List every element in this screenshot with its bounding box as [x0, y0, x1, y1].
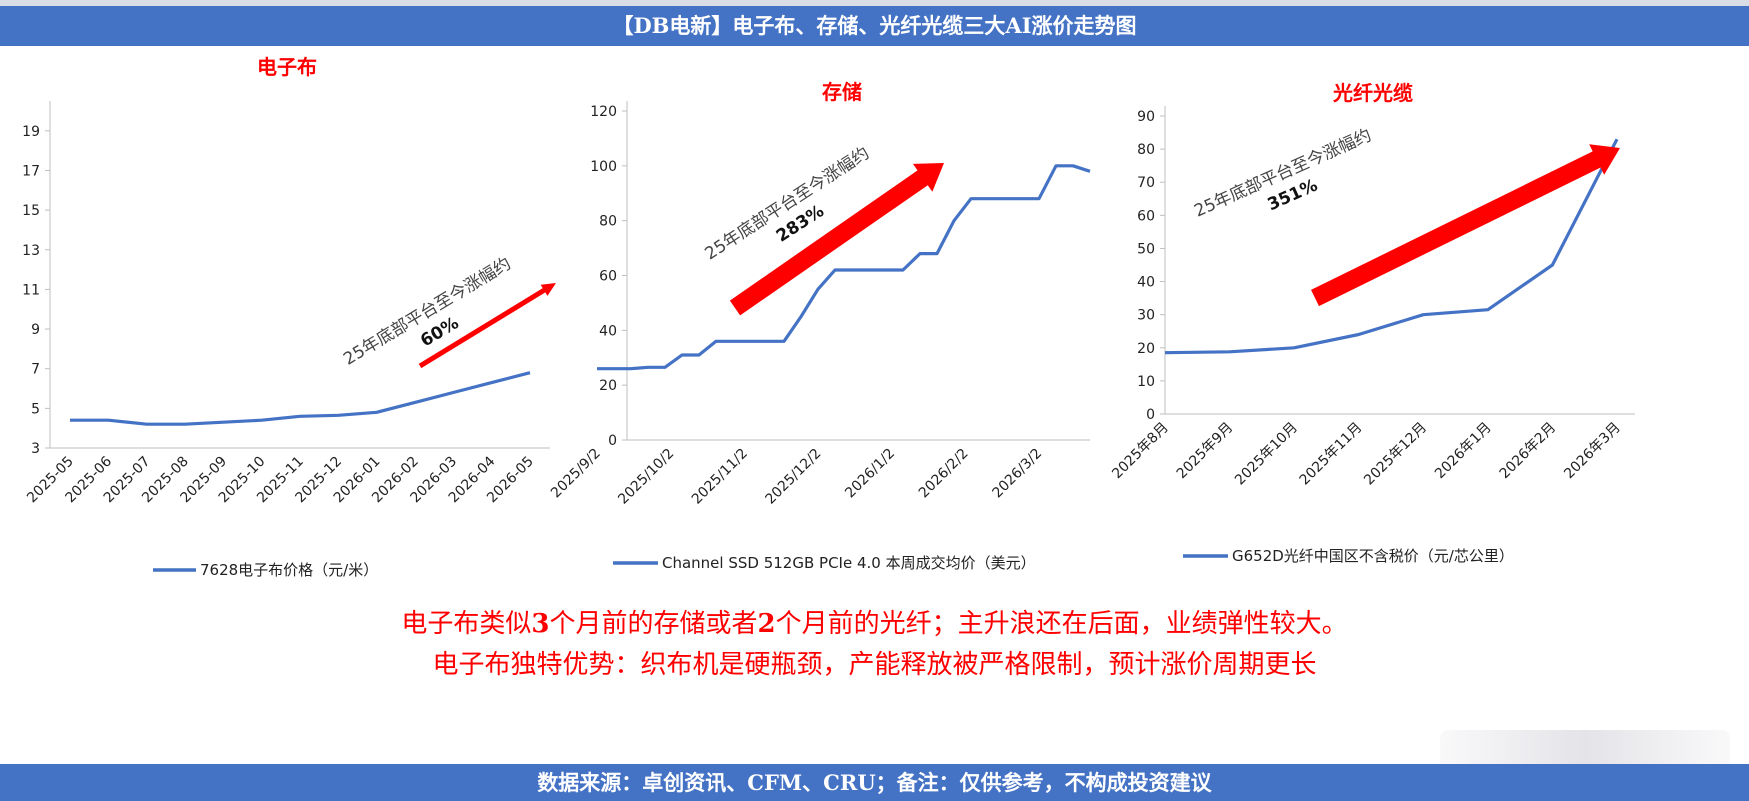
chart-electronic-cloth: 电子布 3 5 7 9 11 13 15 17 19 2025-05 2025-06 2025-07 20… [0, 48, 570, 598]
y-tick-label: 3 [31, 441, 40, 457]
footer-source: 数据来源：卓创资讯、CFM、CRU；备注：仅供参考，不构成投资建议 [0, 764, 1749, 801]
y-tick-label: 40 [1137, 275, 1155, 291]
y-tick-label: 40 [599, 323, 617, 339]
note1-part-d: 2 [757, 609, 776, 639]
series-line [1164, 138, 1619, 355]
note1-part-a: 电子布类似 [401, 609, 532, 639]
x-tick-label: 2025年12月 [1361, 420, 1430, 489]
x-tick-label: 2025/11/2 [689, 446, 751, 508]
x-tick-label: 2025年9月 [1174, 420, 1237, 483]
arrow-shape [729, 163, 944, 316]
legend-label: G652D光纤中国区不含税价（元/芯公里） [1232, 547, 1514, 565]
chart-title: 光纤光缆 [1332, 81, 1413, 105]
y-tick-label: 7 [31, 362, 40, 378]
y-tick-label: 90 [1137, 109, 1155, 125]
y-tick-label: 17 [22, 163, 40, 179]
y-tick-label: 60 [599, 269, 617, 285]
x-tick-label: 2025年10月 [1232, 420, 1301, 489]
y-tick-label: 60 [1137, 208, 1155, 224]
trend-arrow [1311, 144, 1620, 307]
trend-arrow [729, 163, 944, 316]
chart-title: 存储 [822, 80, 862, 104]
top-strip [0, 0, 1749, 6]
y-tick-label: 5 [31, 401, 40, 417]
x-tick-label: 2025年11月 [1297, 420, 1366, 489]
y-tick-label: 30 [1137, 308, 1155, 324]
chart-storage: 存储 0 20 40 60 80 100 120 2025/9/2 2025/10/2 2025/1… [548, 48, 1130, 598]
y-tick-label: 50 [1137, 241, 1155, 257]
legend-label: Channel SSD 512GB PCIe 4.0 本周成交均价（美元） [662, 554, 1036, 572]
y-tick-label: 15 [22, 203, 40, 219]
annotation-text: 25年底部平台至今涨幅约 [340, 254, 515, 370]
note1-part-c: 个月前的存储或者 [549, 609, 758, 639]
series-line [70, 371, 531, 426]
x-tick-label: 2025年8月 [1109, 420, 1172, 483]
y-tick-label: 10 [1137, 374, 1155, 390]
y-tick-label: 0 [1146, 407, 1155, 423]
y-tick-label: 80 [1137, 142, 1155, 158]
y-tick-label: 80 [599, 214, 617, 230]
note1-part-e: 个月前的光纤；主升浪还在后面，业绩弹性较大。 [775, 609, 1348, 639]
y-tick-label: 13 [22, 243, 40, 259]
chart-title: 电子布 [257, 55, 317, 79]
x-tick-label: 2026/2/2 [916, 446, 972, 502]
chart-svg-0: 电子布357911131517192025-052025-062025-0720… [22, 55, 556, 579]
chart-optical-fiber: 光纤光缆 0 10 20 30 40 50 60 70 80 90 2025年8月 2025年9月 202… [1109, 48, 1749, 598]
page-title: 【DB电新】电子布、存储、光纤光缆三大AI涨价走势图 [0, 6, 1749, 46]
x-tick-label: 2026年2月 [1497, 420, 1560, 483]
series-line [597, 164, 1091, 371]
y-tick-label: 70 [1137, 175, 1155, 191]
annotation-text: 25年底部平台至今涨幅约 [701, 143, 873, 264]
y-tick-label: 100 [590, 159, 617, 175]
watermark-blur [1440, 730, 1730, 770]
y-tick-label: 0 [608, 433, 617, 449]
x-tick-label: 2026年3月 [1561, 420, 1624, 483]
x-tick-label: 2026/3/2 [989, 446, 1045, 502]
x-tick-label: 2026年1月 [1432, 420, 1495, 483]
y-tick-label: 19 [22, 124, 40, 140]
y-tick-label: 9 [31, 322, 40, 338]
x-tick-label: 2025/10/2 [615, 446, 677, 508]
y-tick-label: 11 [22, 282, 40, 298]
y-tick-label: 120 [590, 104, 617, 120]
summary-note-1: 电子布类似3个月前的存储或者2个月前的光纤；主升浪还在后面，业绩弹性较大。 [0, 604, 1749, 644]
note1-part-b: 3 [531, 609, 550, 639]
trend-arrow [418, 283, 556, 369]
y-tick-label: 20 [599, 378, 617, 394]
x-tick-label: 2025/12/2 [762, 446, 824, 508]
x-tick-label: 2026/1/2 [842, 446, 898, 502]
arrow-shape [418, 283, 556, 369]
y-tick-label: 20 [1137, 341, 1155, 357]
legend-label: 7628电子布价格（元/米） [200, 561, 378, 579]
arrow-shape [1311, 144, 1620, 307]
summary-note-2: 电子布独特优势：织布机是硬瓶颈，产能释放被严格限制，预计涨价周期更长 [432, 650, 1317, 680]
